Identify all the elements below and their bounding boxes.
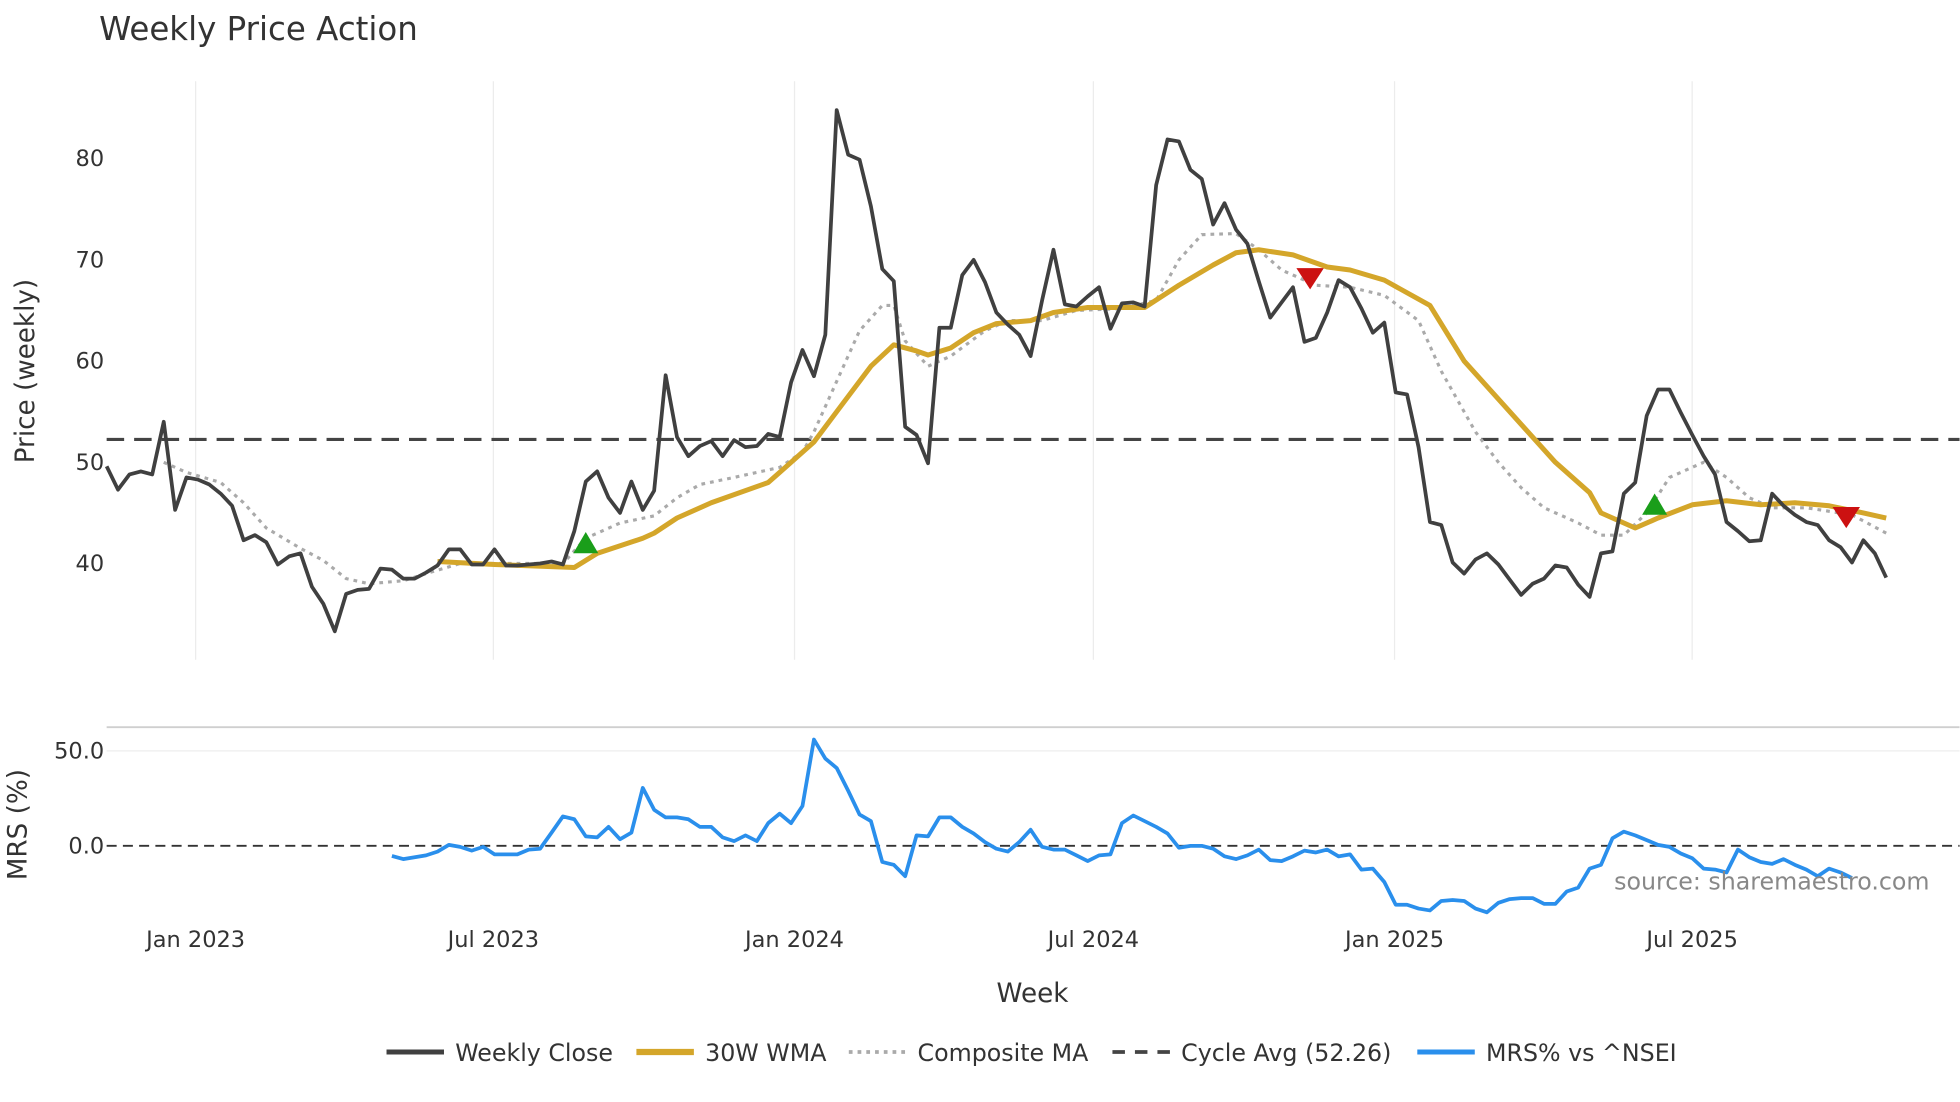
wma-30w-line xyxy=(437,247,1887,570)
x-tick-label: Jul 2024 xyxy=(1046,927,1139,953)
mrs-y-tick-label: 0.0 xyxy=(68,833,104,859)
chart-title: Weekly Price Action xyxy=(99,10,418,48)
legend-item-label: MRS% vs ^NSEI xyxy=(1486,1039,1677,1067)
price-y-tick-label: 70 xyxy=(76,247,105,273)
sell-signal-down-triangle-icon xyxy=(1296,268,1324,290)
x-tick-label: Jul 2025 xyxy=(1644,927,1737,953)
price-y-tick-label: 80 xyxy=(76,146,105,172)
legend-item-label: Weekly Close xyxy=(455,1039,613,1067)
weekly-close-line xyxy=(104,108,1888,634)
mrs-line xyxy=(391,737,1853,915)
price-y-tick-label: 60 xyxy=(76,349,105,375)
legend-item-label: Composite MA xyxy=(918,1039,1090,1067)
source-watermark: source: sharemaestro.com xyxy=(1614,868,1929,896)
mrs-y-axis-label: MRS (%) xyxy=(4,769,34,880)
mrs-panel: 50.0 0.0 xyxy=(54,726,1960,915)
x-tick-label: Jan 2024 xyxy=(743,927,844,953)
buy-signal-up-triangle-icon xyxy=(573,532,599,554)
price-panel: 40 50 60 70 80 xyxy=(76,108,1960,634)
grid xyxy=(194,81,1693,660)
sell-signal-down-triangle-icon xyxy=(1832,506,1861,529)
x-axis: Jan 2023 Jul 2023 Jan 2024 Jul 2024 Jan 2025… xyxy=(144,927,1738,953)
legend-item-label: 30W WMA xyxy=(705,1039,827,1067)
price-y-axis-label: Price (weekly) xyxy=(11,279,41,463)
price-y-tick-label: 40 xyxy=(76,551,105,577)
price-y-tick-label: 50 xyxy=(76,450,105,476)
mrs-y-tick-label: 50.0 xyxy=(54,738,104,764)
x-tick-label: Jan 2023 xyxy=(144,927,245,953)
composite-ma-line xyxy=(163,231,1887,586)
legend: Weekly Close 30W WMA Composite MA Cycle Avg… xyxy=(386,1039,1677,1067)
buy-signal-up-triangle-icon xyxy=(1642,493,1668,515)
x-tick-label: Jan 2025 xyxy=(1343,927,1444,953)
x-axis-label: Week xyxy=(997,979,1070,1009)
legend-item-label: Cycle Avg (52.26) xyxy=(1181,1039,1391,1067)
x-tick-label: Jul 2023 xyxy=(446,927,539,953)
